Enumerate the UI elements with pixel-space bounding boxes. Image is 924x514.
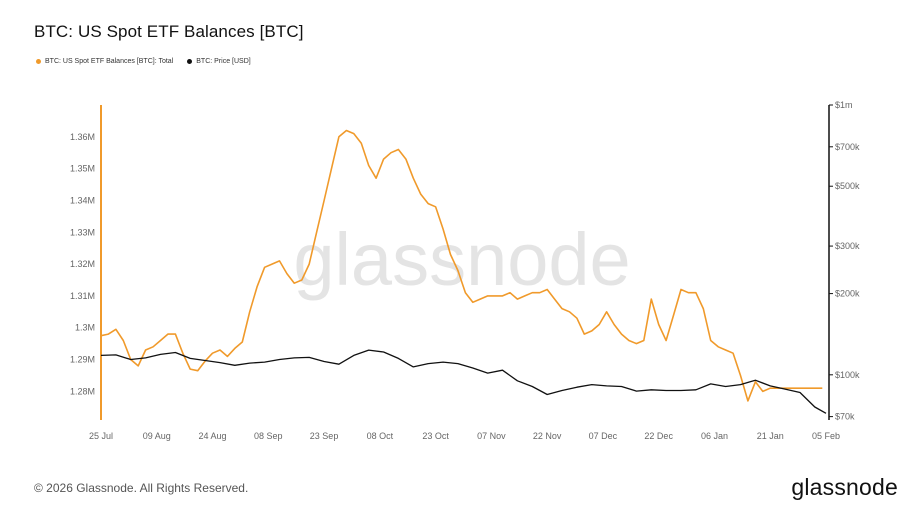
right-tick-label: $70k [835, 412, 855, 422]
x-tick-label: 25 Jul [89, 431, 113, 441]
right-tick-label: $700k [835, 142, 860, 152]
x-tick-label: 07 Nov [477, 431, 506, 441]
x-tick-label: 08 Sep [254, 431, 283, 441]
legend-swatch-etf-balances [36, 59, 41, 64]
x-tick-label: 24 Aug [199, 431, 227, 441]
left-tick-label: 1.31M [70, 291, 95, 301]
left-tick-label: 1.32M [70, 259, 95, 269]
legend-item-price[interactable]: BTC: Price [USD] [187, 58, 251, 65]
x-tick-label: 05 Feb [812, 431, 840, 441]
right-tick-label: $200k [835, 289, 860, 299]
x-tick-label: 22 Dec [644, 431, 673, 441]
series-layer [100, 129, 827, 414]
legend-label-etf-balances: BTC: US Spot ETF Balances [BTC]: Total [45, 58, 174, 65]
legend-item-etf-balances[interactable]: BTC: US Spot ETF Balances [BTC]: Total [36, 58, 173, 65]
x-tick-label: 07 Dec [589, 431, 618, 441]
left-tick-label: 1.3M [75, 323, 95, 333]
x-tick-label: 23 Sep [310, 431, 339, 441]
x-tick-label: 23 Oct [422, 431, 449, 441]
right-tick-label: $300k [835, 241, 860, 251]
right-tick-label: $1m [835, 100, 853, 110]
legend-swatch-price [187, 59, 193, 64]
left-tick-label: 1.35M [70, 164, 95, 174]
left-tick-label: 1.34M [70, 195, 95, 205]
footer-copyright: © 2026 Glassnode. All Rights Reserved. [34, 481, 249, 495]
left-axis: 1.28M 1.29M 1.3M 1.31M 1.32M 1.33M 1.34M 1.35M 1… [70, 105, 102, 420]
series-line-etf-balances [100, 129, 823, 402]
footer-brand-logo: glassnode [791, 474, 898, 500]
series-line-price [100, 349, 827, 414]
left-tick-label: 1.29M [70, 355, 95, 365]
left-tick-label: 1.33M [70, 227, 95, 237]
x-tick-label: 06 Jan [701, 431, 728, 441]
legend-label-price: BTC: Price [USD] [196, 58, 251, 65]
legend: BTC: US Spot ETF Balances [BTC]: Total B… [36, 58, 251, 65]
watermark: glassnode [293, 218, 630, 301]
x-axis: 25 Jul 09 Aug 24 Aug 08 Sep 23 Sep 08 Oct 23 O… [89, 431, 840, 441]
left-tick-label: 1.28M [70, 386, 95, 396]
x-tick-label: 09 Aug [143, 431, 171, 441]
x-tick-label: 21 Jan [757, 431, 784, 441]
right-tick-label: $500k [835, 181, 860, 191]
chart-title: BTC: US Spot ETF Balances [BTC] [34, 22, 304, 41]
left-tick-label: 1.36M [70, 132, 95, 142]
right-tick-label: $100k [835, 370, 860, 380]
right-axis: $70k $100k $200k $300k $500k $700k $1m [828, 100, 860, 422]
x-tick-label: 08 Oct [367, 431, 394, 441]
x-tick-label: 22 Nov [533, 431, 562, 441]
